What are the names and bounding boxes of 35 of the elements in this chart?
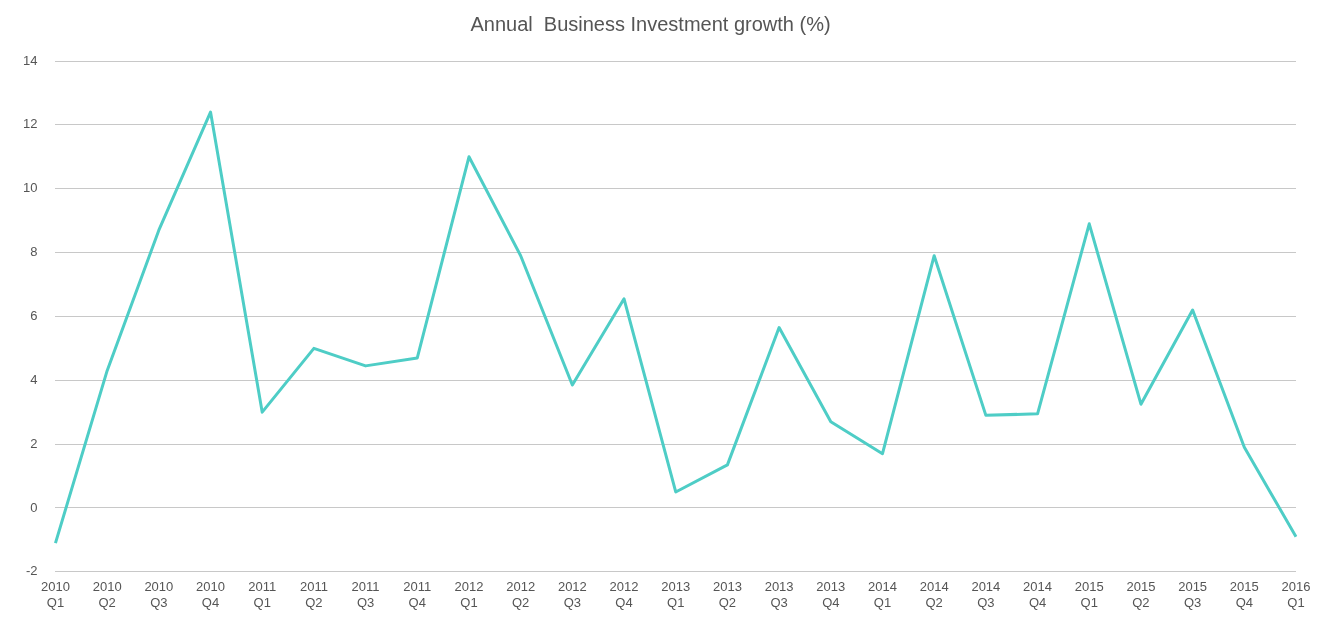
x-tick-label: 2015 Q4 xyxy=(1229,579,1259,610)
y-tick-label: 6 xyxy=(30,307,38,323)
y-tick-label: 4 xyxy=(30,371,38,387)
x-tick-label: 2011 Q3 xyxy=(351,579,380,610)
x-tick-label: 2012 Q4 xyxy=(609,579,639,610)
x-tick-label: 2015 Q3 xyxy=(1178,579,1208,610)
x-tick-label: 2013 Q4 xyxy=(816,579,846,610)
x-tick-label: 2010 Q1 xyxy=(41,579,70,610)
x-tick-label: 2010 Q3 xyxy=(144,579,174,610)
x-tick-label: 2013 Q1 xyxy=(661,579,691,610)
x-tick-label: 2015 Q2 xyxy=(1126,579,1156,610)
x-tick-label: 2011 Q2 xyxy=(299,579,328,610)
x-tick-label: 2012 Q2 xyxy=(506,579,536,610)
x-tick-label: 2011 Q4 xyxy=(403,579,432,610)
x-tick-label: 2013 Q2 xyxy=(712,579,742,610)
y-tick-label: 10 xyxy=(22,180,38,196)
x-tick-label: 2011 Q1 xyxy=(248,579,277,610)
x-tick-label: 2014 Q3 xyxy=(971,579,1001,610)
y-tick-label: 8 xyxy=(30,244,38,260)
x-tick-label: 2014 Q4 xyxy=(1023,579,1053,610)
x-tick-label: 2014 Q2 xyxy=(919,579,949,610)
x-tick-label: 2010 Q2 xyxy=(92,579,122,610)
x-tick-label: 2012 Q3 xyxy=(557,579,587,610)
chart-title: Annual Business Investment growth (%) xyxy=(470,12,831,35)
y-tick-label: 14 xyxy=(22,52,38,68)
x-tick-label: 2012 Q1 xyxy=(454,579,484,610)
x-tick-label: 2015 Q1 xyxy=(1074,579,1104,610)
y-tick-label: 2 xyxy=(30,435,38,451)
y-tick-label: 12 xyxy=(22,116,38,132)
x-tick-label: 2013 Q3 xyxy=(764,579,794,610)
x-tick-label: 2016 Q1 xyxy=(1281,579,1311,610)
y-tick-label: -2 xyxy=(25,563,38,579)
x-tick-label: 2014 Q1 xyxy=(868,579,897,610)
x-tick-label: 2010 Q4 xyxy=(196,579,225,610)
y-tick-label: 0 xyxy=(30,499,38,515)
